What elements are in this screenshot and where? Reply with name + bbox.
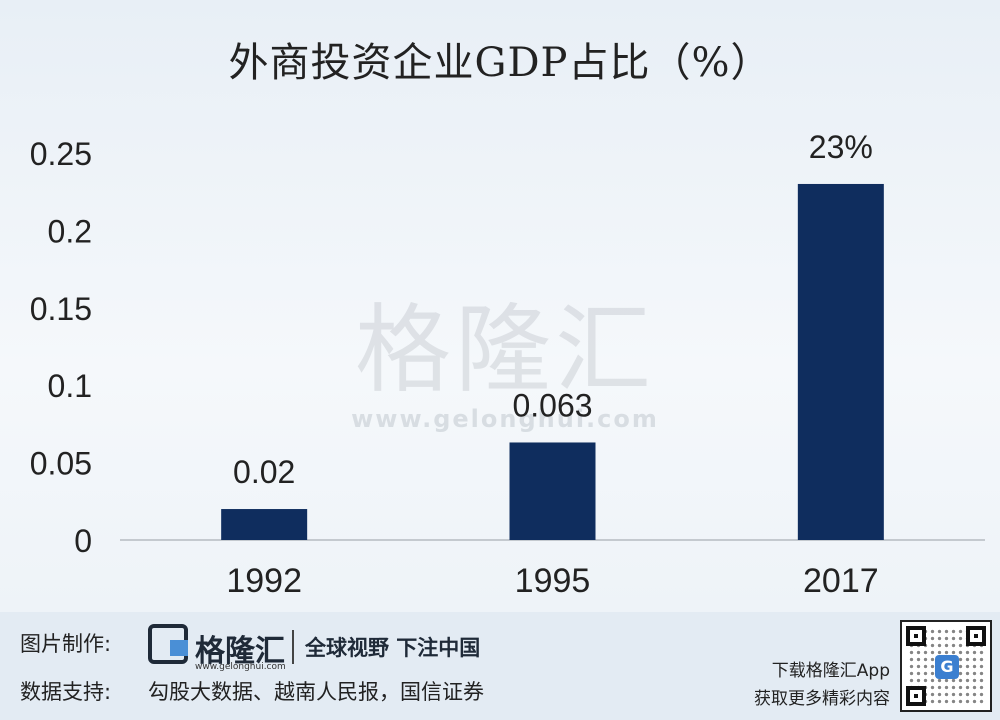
x-tick-label: 1992 [226, 562, 302, 600]
chart-area: 格隆汇 www.gelonghui.com 外商投资企业GDP占比（%） 0 0.… [0, 0, 1000, 612]
y-tick-label: 0.1 [48, 368, 92, 404]
sources-text: 勾股大数据、越南人民报，国信证券 [148, 680, 484, 704]
bar-2017 [797, 183, 884, 540]
qr-code-icon[interactable]: G [900, 620, 992, 712]
footer: 图片制作: 格隆汇 www.gelonghui.com 全球视野 下注中国 数据… [0, 612, 1000, 720]
y-tick-label: 0.15 [30, 291, 92, 327]
bar-1995 [509, 442, 596, 540]
logo-url: www.gelonghui.com [195, 662, 286, 672]
y-tick-label: 0 [74, 523, 92, 559]
gelonghui-logo-icon [148, 624, 188, 664]
made-by-label: 图片制作: [20, 632, 112, 656]
qr-finder-bottom-left [906, 686, 926, 706]
x-tick-label: 1995 [515, 562, 591, 600]
y-tick-label: 0.2 [48, 213, 92, 249]
app-download-text: 下载格隆汇App [771, 661, 890, 681]
data-label: 23% [809, 129, 873, 165]
slogan: 全球视野 下注中国 [305, 636, 481, 660]
data-label: 0.063 [512, 387, 592, 423]
watermark-text: 格隆汇 [355, 294, 655, 406]
logo-name: 格隆汇 [195, 634, 285, 669]
sources-label: 数据支持: [20, 680, 112, 704]
data-label: 0.02 [233, 454, 295, 490]
watermark-url: www.gelonghui.com [351, 405, 659, 433]
divider [292, 630, 294, 664]
chart-title: 外商投资企业GDP占比（%） [228, 40, 772, 86]
bar-chart: 0 0.05 0.1 0.15 0.2 0.25 0.02 1992 0.063 1995 23% 2… [30, 129, 985, 600]
y-tick-label: 0.25 [30, 136, 92, 172]
qr-center-logo-icon: G [935, 655, 959, 679]
qr-finder-top-left [906, 626, 926, 646]
bar-1992 [221, 509, 308, 540]
app-promo-text: 获取更多精彩内容 [754, 689, 890, 709]
y-tick-label: 0.05 [30, 446, 92, 482]
qr-finder-top-right [966, 626, 986, 646]
x-tick-label: 2017 [803, 562, 879, 600]
